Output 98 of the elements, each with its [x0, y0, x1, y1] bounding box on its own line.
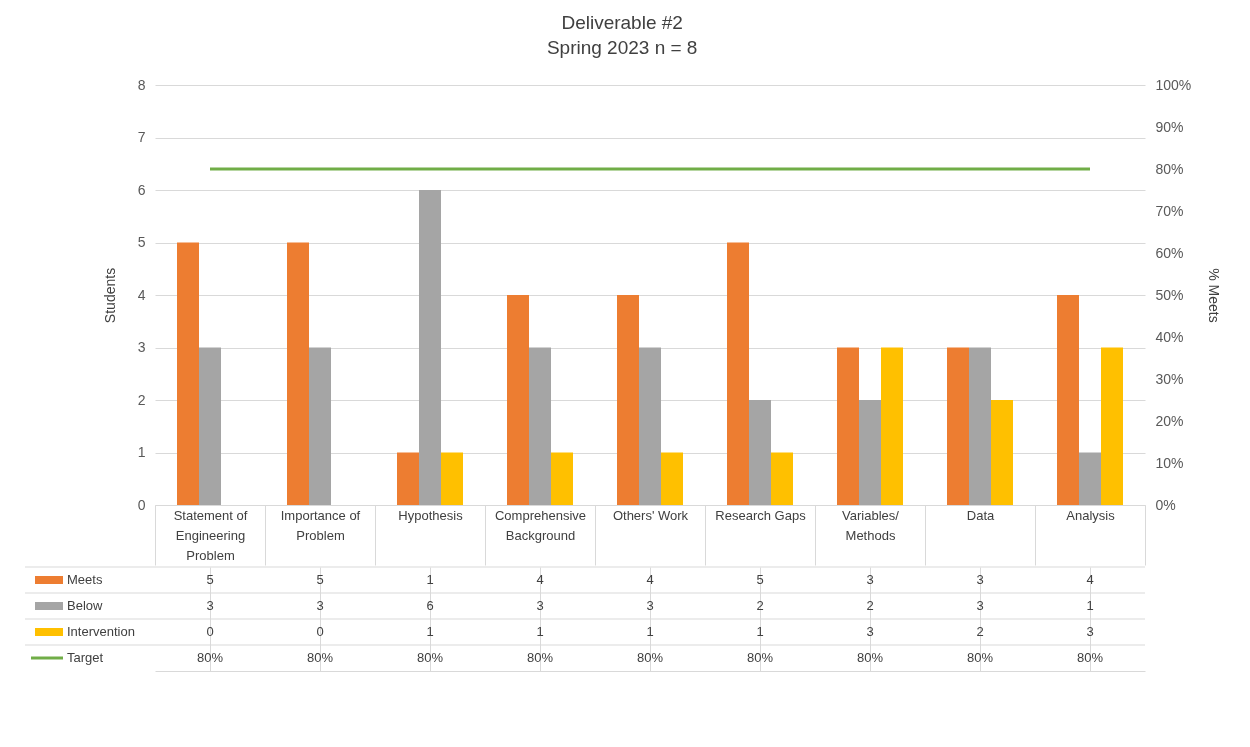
y-axis-title: Students [101, 267, 118, 324]
bar [727, 242, 749, 505]
legend-label: Below [67, 598, 104, 613]
bar [969, 347, 991, 505]
data-label: 2 [976, 624, 984, 639]
data-label: 2 [756, 598, 764, 613]
data-label: 3 [866, 572, 874, 587]
data-label: 3 [646, 598, 654, 613]
bar [1057, 295, 1079, 505]
y2-tick-label: 70% [1155, 202, 1184, 219]
bar [529, 347, 551, 505]
bar [551, 452, 573, 505]
data-label: 80% [196, 650, 224, 665]
y2-tick-label: 90% [1155, 118, 1184, 135]
bar [1079, 452, 1101, 505]
y2-tick-label: 50% [1155, 286, 1184, 303]
bar [199, 347, 221, 505]
bar [991, 400, 1013, 505]
data-label: 80% [526, 650, 554, 665]
bar [419, 190, 441, 505]
data-label: 4 [536, 572, 544, 587]
data-label: 3 [1086, 624, 1094, 639]
y-tick-label: 5 [137, 234, 146, 250]
x-tick-label: Hypothesis [398, 507, 464, 523]
bar [507, 295, 529, 505]
data-label: 5 [756, 572, 764, 587]
data-label: 0 [316, 624, 324, 639]
data-label: 5 [206, 572, 214, 587]
y2-tick-label: 30% [1155, 370, 1184, 387]
y2-tick-label: 100% [1155, 76, 1192, 93]
x-tick-label: Data [966, 507, 995, 523]
data-label: 1 [646, 624, 654, 639]
x-tick-label: Analysis [1066, 507, 1116, 523]
data-label: 80% [636, 650, 664, 665]
data-label: 3 [976, 598, 984, 613]
bar [309, 347, 331, 505]
data-label: 80% [416, 650, 444, 665]
y2-tick-label: 40% [1155, 328, 1184, 345]
chart-title: Deliverable #2 [561, 12, 683, 33]
x-tick-label: Others' Work [612, 507, 689, 523]
data-label: 1 [756, 624, 764, 639]
bar [397, 452, 419, 505]
data-label: 80% [1076, 650, 1104, 665]
y2-tick-label: 20% [1155, 412, 1184, 429]
y-tick-label: 6 [137, 181, 146, 198]
data-label: 80% [856, 650, 884, 665]
x-tick-label: Importance of Problem [280, 507, 361, 543]
data-label: 0 [206, 624, 214, 639]
bar [661, 452, 683, 505]
legend-label: Intervention [67, 624, 135, 639]
data-label: 4 [646, 572, 654, 587]
y-tick-label: 1 [137, 444, 146, 460]
data-label: 5 [316, 572, 324, 587]
bar [947, 347, 969, 505]
y2-tick-label: 60% [1155, 244, 1184, 261]
legend-label: Meets [67, 572, 103, 587]
legend-label: Target [67, 650, 104, 665]
bar [639, 347, 661, 505]
data-label: 1 [536, 624, 544, 639]
bar [177, 242, 199, 505]
y-tick-label: 4 [137, 286, 146, 303]
y2-tick-label: 10% [1155, 454, 1184, 471]
data-label: 3 [866, 624, 874, 639]
y2-axis-title: % Meets [1206, 268, 1223, 323]
bar [859, 400, 881, 505]
y-tick-label: 7 [137, 129, 146, 145]
y-tick-label: 2 [137, 391, 146, 408]
chart-subtitle: Spring 2023 n = 8 [546, 37, 698, 58]
bar [881, 347, 903, 505]
data-label: 80% [966, 650, 994, 665]
y-tick-label: 8 [137, 76, 146, 93]
data-label: 3 [976, 572, 984, 587]
x-tick-label: Research Gaps [715, 507, 807, 523]
x-tick-label: Variables/Methods [842, 507, 900, 543]
bar [441, 452, 463, 505]
data-label: 6 [426, 598, 434, 613]
x-tick-label: Statement of Engineering Problem [173, 507, 248, 563]
x-tick-label: Comprehensive Background [494, 507, 587, 543]
data-label: 1 [426, 624, 434, 639]
data-label: 80% [306, 650, 334, 665]
bar [287, 242, 309, 505]
bar [837, 347, 859, 505]
y2-tick-label: 80% [1155, 160, 1184, 177]
y-tick-label: 0 [137, 496, 146, 513]
y-tick-label: 3 [137, 339, 146, 355]
data-label: 1 [426, 572, 434, 587]
data-label: 3 [206, 598, 214, 613]
bar [1101, 347, 1123, 505]
data-label: 80% [746, 650, 774, 665]
data-label: 2 [866, 598, 874, 613]
y2-tick-label: 0% [1155, 496, 1176, 513]
bar [771, 452, 793, 505]
data-label: 3 [316, 598, 324, 613]
bar [617, 295, 639, 505]
data-label: 3 [536, 598, 544, 613]
bar [749, 400, 771, 505]
data-label: 4 [1086, 572, 1094, 587]
data-label: 1 [1086, 598, 1094, 613]
